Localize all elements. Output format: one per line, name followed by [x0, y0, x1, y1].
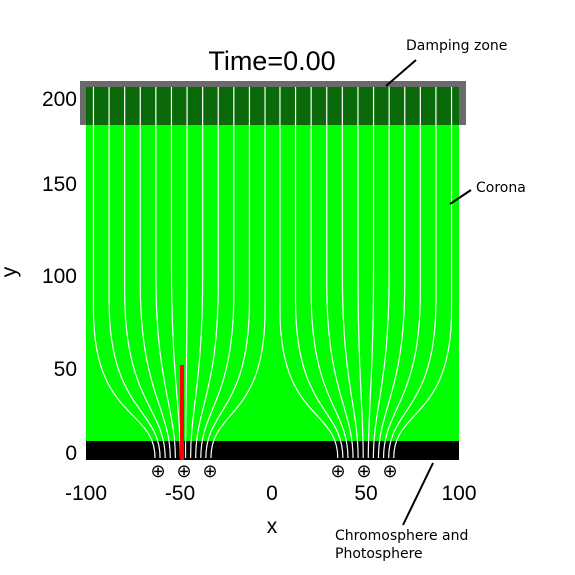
- x-tick-label: -100: [65, 482, 107, 505]
- y-tick-label: 100: [42, 265, 77, 288]
- x-tick-label: 50: [354, 482, 377, 505]
- field-line-13: [279, 87, 339, 459]
- field-line-24: [393, 87, 453, 459]
- x-tick-label: 0: [266, 482, 278, 505]
- field-line-14: [294, 87, 344, 459]
- field-line-9: [195, 87, 219, 459]
- source-marker-1: ⊕: [150, 461, 165, 481]
- x-axis-label: x: [267, 515, 278, 538]
- field-line-16: [326, 87, 354, 459]
- damping-zone-pointer: [385, 59, 417, 87]
- field-line-8: [190, 87, 204, 459]
- annotations: Damping zone Corona Chromosphere and Pho…: [335, 38, 526, 562]
- field-line-15: [310, 87, 349, 459]
- plot-area: [80, 81, 466, 460]
- field-line-2: [108, 87, 161, 459]
- field-line-19: [367, 87, 375, 459]
- source-marker-2: ⊕: [176, 461, 191, 481]
- field-line-3: [124, 87, 166, 459]
- field-line-12: [210, 87, 266, 459]
- y-tick-label: 50: [54, 358, 77, 381]
- source-marker-4: ⊕: [330, 461, 345, 481]
- field-line-20: [372, 87, 390, 459]
- field-line-22: [382, 87, 421, 459]
- chromosphere-pointer: [402, 462, 434, 526]
- x-tick-label: -50: [165, 482, 195, 505]
- field-line-18: [357, 87, 364, 459]
- damping-zone-label: Damping zone: [406, 38, 507, 54]
- damping-zone-inner: [86, 87, 459, 125]
- y-axis: 200 150 100 50 0 y: [0, 88, 77, 465]
- field-line-1: [92, 87, 156, 459]
- chromosphere-label-line2: Photosphere: [335, 546, 423, 562]
- x-axis: -100 -50 0 50 100 x: [65, 482, 477, 538]
- chromosphere-label-line1: Chromosphere and: [335, 528, 468, 544]
- y-tick-label: 150: [42, 173, 77, 196]
- field-line-11: [205, 87, 251, 459]
- corona-region: [86, 87, 459, 460]
- source-markers: ⊕ ⊕ ⊕ ⊕ ⊕ ⊕: [150, 461, 397, 481]
- field-line-10: [200, 87, 235, 459]
- y-tick-label: 0: [65, 442, 77, 465]
- source-marker-6: ⊕: [382, 461, 397, 481]
- field-lines: [92, 87, 453, 459]
- y-axis-label: y: [0, 266, 21, 277]
- chromosphere-region: [86, 441, 459, 460]
- field-line-5: [155, 87, 176, 459]
- x-tick-label: 100: [441, 482, 476, 505]
- source-marker-3: ⊕: [202, 461, 217, 481]
- field-line-21: [377, 87, 406, 459]
- field-line-4: [139, 87, 171, 459]
- field-line-7: [184, 87, 188, 459]
- field-line-17: [341, 87, 359, 459]
- figure-title: Time=0.00: [208, 46, 335, 76]
- source-marker-5: ⊕: [356, 461, 371, 481]
- y-tick-label: 200: [42, 88, 77, 111]
- corona-label: Corona: [476, 180, 526, 196]
- corona-pointer: [449, 189, 472, 205]
- field-line-23: [388, 87, 437, 459]
